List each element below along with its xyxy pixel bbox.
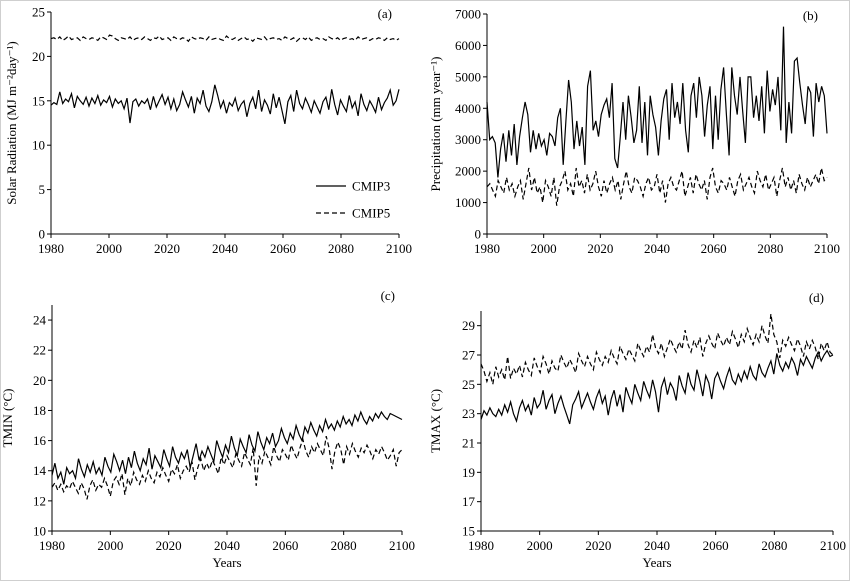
x-tick-label: 2040 bbox=[644, 241, 670, 256]
x-tick-label: 2100 bbox=[389, 538, 415, 553]
x-tick-label: 1980 bbox=[468, 538, 494, 553]
series-line-cmip5 bbox=[50, 34, 400, 43]
x-tick-label: 1980 bbox=[38, 241, 64, 256]
chart-panel-c: 10 12 14 16 18 20 22 24 1980 2000 2020 2040 2060 2080… bbox=[0, 288, 415, 570]
legend-entry-cmip5: CMIP5 bbox=[352, 206, 390, 221]
legend-entry-cmip3: CMIP3 bbox=[352, 179, 390, 194]
y-tick-label: 5000 bbox=[455, 69, 481, 84]
y-tick-label: 17 bbox=[462, 494, 476, 509]
y-tick-label: 24 bbox=[33, 313, 47, 328]
panel-label: (c) bbox=[381, 288, 395, 303]
x-tick-label: 2000 bbox=[531, 241, 557, 256]
y-tick-label: 0 bbox=[39, 227, 46, 242]
y-axis-label: TMAX (°C) bbox=[428, 389, 443, 453]
y-tick-label: 29 bbox=[462, 318, 475, 333]
chart-panel-d: 15 17 19 21 23 25 27 29 1980 2000 2020 2040 2060 2080… bbox=[428, 290, 846, 570]
x-tick-label: 1980 bbox=[474, 241, 500, 256]
y-tick-label: 10 bbox=[32, 138, 45, 153]
series-line-cmip3 bbox=[51, 410, 403, 485]
y-tick-label: 16 bbox=[33, 433, 47, 448]
x-tick-label: 2020 bbox=[156, 538, 182, 553]
x-tick-label: 2000 bbox=[96, 241, 122, 256]
y-tick-label: 14 bbox=[33, 463, 47, 478]
x-tick-label: 2060 bbox=[701, 241, 727, 256]
x-axis-label: Years bbox=[642, 555, 671, 570]
x-tick-label: 2060 bbox=[272, 538, 298, 553]
x-tick-label: 2100 bbox=[814, 241, 840, 256]
y-tick-label: 12 bbox=[33, 493, 46, 508]
panel-label: (d) bbox=[809, 290, 824, 305]
series-line-cmip3 bbox=[486, 26, 828, 178]
x-tick-label: 2100 bbox=[386, 241, 412, 256]
y-axis-label: TMIN (°C) bbox=[0, 389, 15, 448]
series-line-cmip3 bbox=[50, 84, 400, 125]
x-tick-label: 2020 bbox=[154, 241, 180, 256]
y-tick-label: 5 bbox=[39, 182, 46, 197]
series-line-cmip3 bbox=[480, 349, 834, 425]
legend: CMIP3 CMIP5 bbox=[316, 179, 390, 221]
x-tick-label: 2060 bbox=[270, 241, 296, 256]
y-tick-label: 23 bbox=[462, 406, 475, 421]
y-tick-label: 18 bbox=[33, 403, 46, 418]
y-tick-label: 1000 bbox=[455, 195, 481, 210]
y-tick-label: 3000 bbox=[455, 132, 481, 147]
series-line-cmip5 bbox=[486, 167, 828, 206]
x-tick-label: 2000 bbox=[97, 538, 123, 553]
y-tick-label: 2000 bbox=[455, 164, 481, 179]
y-tick-label: 10 bbox=[33, 524, 46, 539]
y-tick-label: 4000 bbox=[455, 101, 481, 116]
panel-label: (a) bbox=[378, 6, 392, 21]
y-tick-label: 22 bbox=[33, 343, 46, 358]
x-tick-label: 2020 bbox=[587, 241, 613, 256]
y-tick-label: 6000 bbox=[455, 38, 481, 53]
chart-panel-a: 0 5 10 15 20 25 1980 2000 2020 2040 2060 2080 2100 (a… bbox=[4, 5, 412, 257]
series-line-cmip5 bbox=[51, 435, 403, 500]
x-tick-label: 2020 bbox=[585, 538, 611, 553]
y-tick-label: 15 bbox=[32, 93, 45, 108]
y-tick-label: 21 bbox=[462, 436, 475, 451]
x-tick-label: 2100 bbox=[820, 538, 846, 553]
panel-label: (b) bbox=[803, 8, 818, 23]
chart-panel-b: 0 1000 2000 3000 4000 5000 6000 7000 1980 2000 202… bbox=[428, 7, 840, 257]
x-tick-label: 2080 bbox=[328, 241, 354, 256]
x-axis-label: Years bbox=[212, 555, 241, 570]
y-tick-label: 27 bbox=[462, 348, 476, 363]
x-tick-label: 2040 bbox=[214, 538, 240, 553]
x-tick-label: 2080 bbox=[757, 241, 783, 256]
y-tick-label: 25 bbox=[32, 5, 45, 20]
x-tick-label: 1980 bbox=[39, 538, 65, 553]
x-tick-label: 2060 bbox=[703, 538, 729, 553]
y-tick-label: 20 bbox=[32, 49, 45, 64]
y-tick-label: 20 bbox=[33, 373, 46, 388]
y-tick-label: 0 bbox=[475, 227, 482, 242]
y-tick-label: 15 bbox=[462, 524, 475, 539]
y-axis-label: Solar Radiation (MJ m⁻²day⁻¹) bbox=[4, 41, 19, 204]
y-tick-label: 19 bbox=[462, 465, 475, 480]
x-tick-label: 2080 bbox=[761, 538, 787, 553]
y-tick-label: 25 bbox=[462, 377, 475, 392]
y-tick-label: 7000 bbox=[455, 7, 481, 22]
x-tick-label: 2040 bbox=[212, 241, 238, 256]
y-axis-label: Precipitation (mm year⁻¹) bbox=[428, 57, 443, 192]
x-tick-label: 2080 bbox=[331, 538, 357, 553]
x-tick-label: 2000 bbox=[527, 538, 553, 553]
x-tick-label: 2040 bbox=[644, 538, 670, 553]
series-line-cmip5 bbox=[480, 313, 834, 385]
